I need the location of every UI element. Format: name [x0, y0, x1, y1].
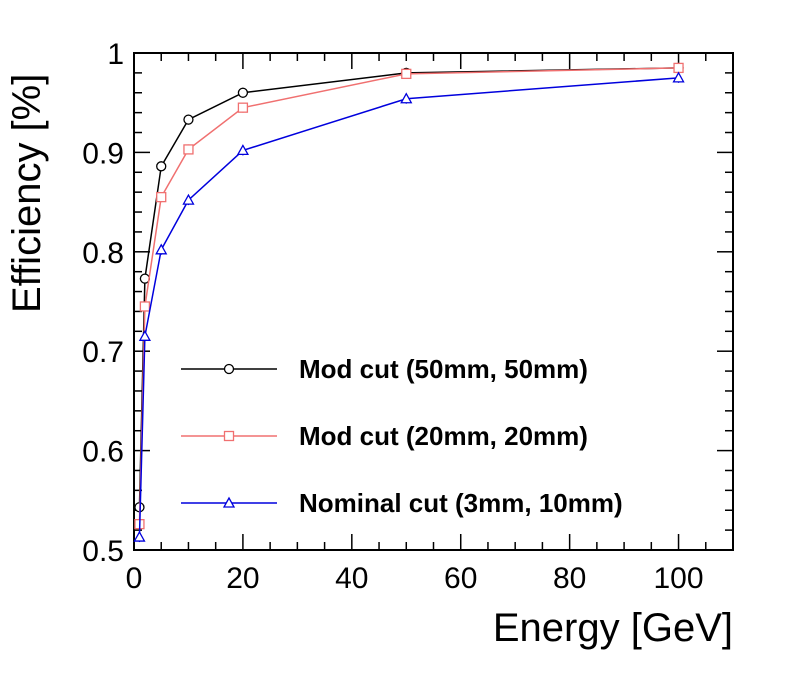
x-tick-label: 40	[335, 562, 368, 595]
axis-ticks	[133, 52, 734, 551]
x-tick-label: 60	[444, 562, 477, 595]
data-point-triangle	[236, 144, 250, 156]
y-tick-label: 0.8	[82, 237, 124, 270]
data-point-triangle	[155, 243, 168, 255]
legend-entry-2: Mod cut (20mm, 20mm)	[181, 421, 588, 451]
data-point-triangle	[138, 329, 151, 341]
legend: Mod cut (50mm, 50mm) Mod cut (20mm, 20mm)…	[181, 354, 623, 518]
x-tick-label: 20	[226, 562, 259, 595]
data-point-square	[139, 301, 151, 312]
x-axis-title: Energy [GeV]	[493, 606, 733, 650]
legend-entry-3: Nominal cut (3mm, 10mm)	[181, 488, 623, 518]
series-layer	[133, 62, 685, 543]
data-point-circle	[237, 87, 249, 98]
data-point-triangle	[133, 530, 146, 542]
y-axis-title: Efficiency [%]	[5, 74, 49, 313]
y-tick-label: 0.7	[82, 336, 124, 369]
data-point-triangle	[672, 71, 685, 83]
series-2	[134, 62, 684, 530]
legend-label: Mod cut (50mm, 50mm)	[299, 354, 588, 384]
x-tick-label: 0	[126, 562, 143, 595]
plot-frame	[133, 52, 734, 551]
data-point-square	[673, 62, 684, 74]
data-point-triangle	[182, 193, 195, 205]
data-point-circle	[223, 363, 235, 375]
legend-entry-1: Mod cut (50mm, 50mm)	[181, 354, 588, 384]
data-point-square	[237, 102, 249, 113]
y-tick-label: 0.9	[82, 137, 124, 170]
y-tick-label: 0.5	[82, 535, 124, 568]
x-tick-label: 80	[553, 562, 586, 595]
y-tick-label: 0.6	[82, 436, 124, 469]
data-point-square	[183, 144, 194, 155]
data-point-circle	[156, 161, 167, 172]
y-tick-label: 1	[107, 38, 124, 71]
data-point-square	[401, 68, 412, 80]
data-point-triangle	[400, 92, 413, 104]
data-point-square	[223, 430, 235, 442]
data-point-triangle	[222, 496, 236, 508]
tick-labels: 0 20 40 60 80 100 0.5 0.6 0.7 0.8 0.9 1	[82, 38, 703, 595]
series-line	[138, 77, 679, 538]
x-tick-label: 100	[654, 562, 704, 595]
series-line	[138, 67, 679, 525]
series-3	[133, 71, 685, 543]
data-point-circle	[183, 114, 194, 125]
legend-label: Nominal cut (3mm, 10mm)	[299, 488, 623, 518]
legend-label: Mod cut (20mm, 20mm)	[299, 421, 588, 451]
data-point-square	[156, 191, 167, 203]
